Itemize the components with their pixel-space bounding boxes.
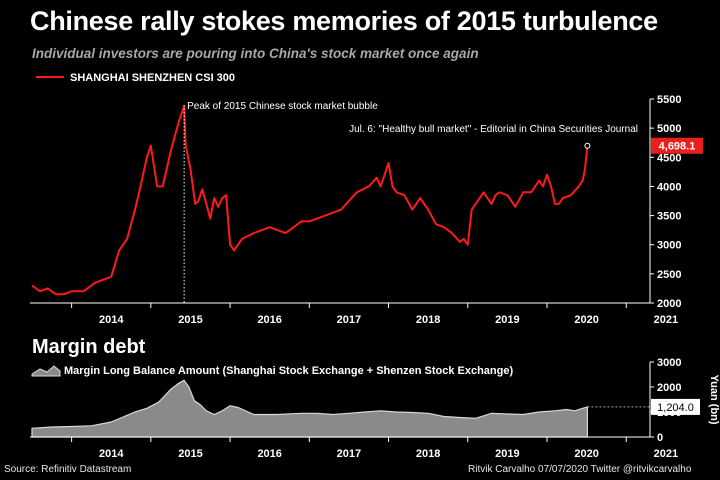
- csi300-last-point-marker: [584, 142, 591, 149]
- margin-x-tick-label: 2014: [99, 448, 124, 460]
- csi300-series-line: [31, 105, 589, 296]
- csi300-x-tick-label: 2014: [99, 314, 124, 326]
- csi300-x-tick-label: 2020: [574, 314, 598, 326]
- margin-x-tick-label: 2019: [495, 448, 519, 460]
- margin-series-area: [31, 379, 588, 438]
- csi300-legend-label: SHANGHAI SHENZHEN CSI 300: [70, 72, 235, 84]
- csi300-y-tick-label: 3000: [657, 240, 681, 252]
- margin-y-tick-label: 3000: [657, 357, 681, 369]
- margin-x-tick-label: 2017: [337, 448, 361, 460]
- csi300-y-tick-label: 3500: [657, 211, 681, 223]
- csi300-y-tick-label: 2000: [657, 298, 681, 310]
- csi300-x-tick-label: 2021: [654, 314, 678, 326]
- csi300-last-value-label: 4,698.1: [659, 141, 696, 153]
- margin-legend-label: Margin Long Balance Amount (Shanghai Sto…: [64, 365, 513, 377]
- csi300-x-tick-label: 2015: [178, 314, 202, 326]
- margin-y-tick-label: 2000: [657, 382, 681, 394]
- margin-y-axis-title: Yuan (bn): [708, 374, 720, 424]
- margin-x-tick-label: 2015: [178, 448, 202, 460]
- source-note: Source: Refinitiv Datastream: [4, 464, 132, 475]
- margin-x-tick-label: 2018: [416, 448, 440, 460]
- csi300-y-tick-label: 5000: [657, 123, 681, 135]
- csi300-editorial-annotation: Jul. 6: "Healthy bull market" - Editoria…: [349, 124, 638, 135]
- page-subtitle: Individual investors are pouring into Ch…: [32, 46, 479, 61]
- page-title: Chinese rally stokes memories of 2015 tu…: [30, 6, 658, 36]
- author-credit: Ritvik Carvalho 07/07/2020 Twitter @ritv…: [468, 464, 692, 475]
- csi300-peak-annotation: Peak of 2015 Chinese stock market bubble: [187, 101, 378, 112]
- csi300-y-tick-label: 4000: [657, 181, 681, 193]
- csi300-x-tick-label: 2019: [495, 314, 519, 326]
- margin-y-tick-label: 0: [657, 432, 663, 444]
- csi300-x-tick-label: 2017: [337, 314, 361, 326]
- margin-debt-section-title: Margin debt: [32, 336, 146, 358]
- csi300-x-tick-label: 2018: [416, 314, 440, 326]
- csi300-y-tick-label: 4500: [657, 152, 681, 164]
- margin-legend-swatch: [31, 365, 61, 377]
- margin-last-value-label: 1,204.0: [657, 402, 694, 414]
- margin-x-tick-label: 2021: [654, 448, 678, 460]
- csi300-y-tick-label: 5500: [657, 94, 681, 106]
- margin-x-tick-label: 2020: [574, 448, 598, 460]
- csi300-x-tick-label: 2016: [257, 314, 281, 326]
- csi300-y-tick-label: 2500: [657, 269, 681, 281]
- margin-last-value-badge: [651, 398, 700, 415]
- margin-x-tick-label: 2016: [257, 448, 281, 460]
- csi300-last-value-badge: [651, 137, 703, 154]
